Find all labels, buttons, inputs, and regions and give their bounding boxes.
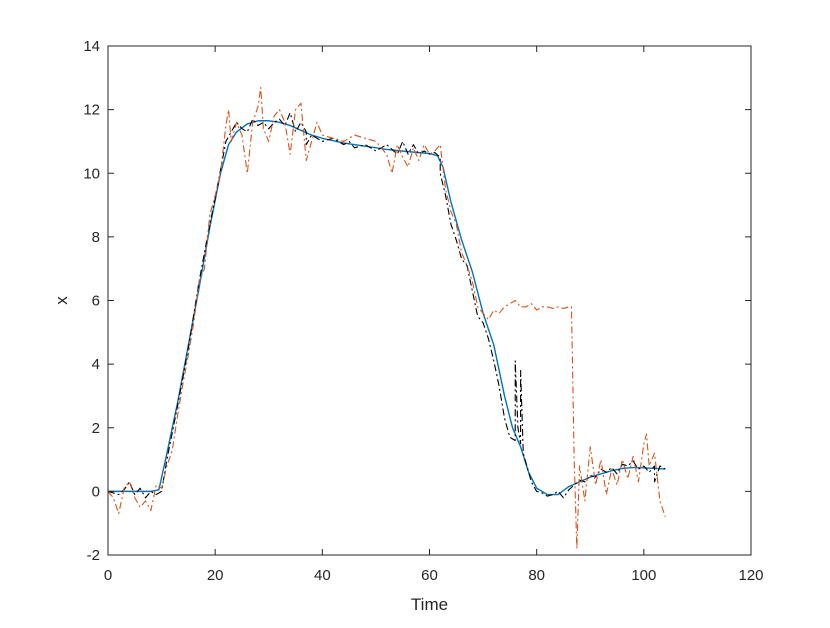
x-tick-label: 0	[104, 567, 112, 584]
x-axis-title: Time	[411, 595, 448, 614]
y-tick-label: -2	[87, 547, 100, 564]
x-tick-label: 60	[421, 567, 438, 584]
x-tick-label: 20	[207, 567, 224, 584]
y-tick-label: 12	[83, 102, 100, 119]
x-tick-label: 120	[738, 567, 763, 584]
x-tick-label: 40	[314, 567, 331, 584]
x-tick-label: 80	[528, 567, 545, 584]
series-layer	[107, 86, 666, 550]
y-tick-label: 0	[92, 483, 100, 500]
y-axis-title: x	[52, 296, 71, 305]
y-tick-label: 6	[92, 293, 100, 310]
y-tick-label: 8	[92, 229, 100, 246]
series-line-3	[107, 86, 666, 550]
x-tick-label: 100	[631, 567, 656, 584]
y-tick-label: 10	[83, 165, 100, 182]
y-tick-label: 14	[83, 38, 100, 55]
plot-background	[108, 46, 751, 555]
y-tick-label: 2	[92, 420, 100, 437]
y-tick-label: 4	[92, 356, 100, 373]
